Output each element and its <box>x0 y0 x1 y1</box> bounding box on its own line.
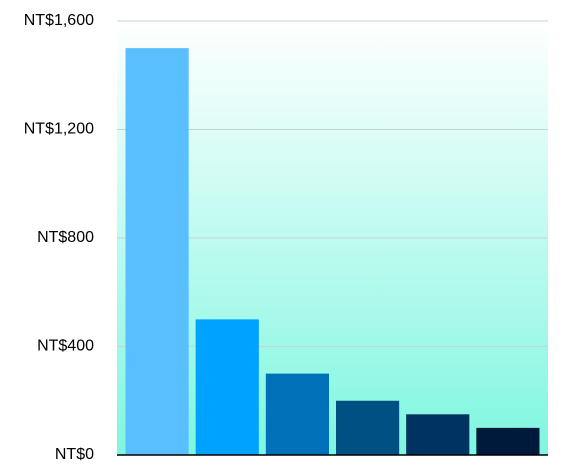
y-tick-label: NT$0 <box>55 446 94 463</box>
bar <box>265 373 329 455</box>
bar <box>125 48 189 455</box>
bar <box>406 414 470 455</box>
bar <box>336 400 400 455</box>
y-tick-label: NT$1,200 <box>24 121 94 138</box>
bar <box>195 319 259 455</box>
y-tick-label: NT$1,600 <box>24 12 94 29</box>
bar <box>476 427 540 455</box>
y-tick-label: NT$800 <box>37 229 94 246</box>
y-tick-label: NT$400 <box>37 338 94 355</box>
